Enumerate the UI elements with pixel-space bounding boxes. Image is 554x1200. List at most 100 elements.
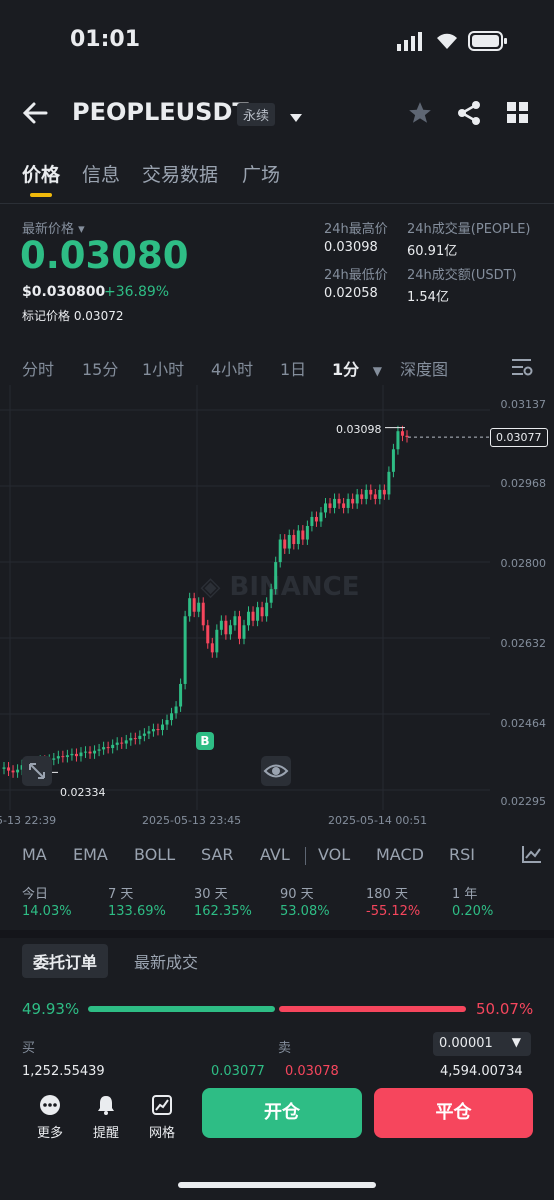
indicator-rsi[interactable]: RSI <box>449 845 475 864</box>
candle-body <box>120 742 124 744</box>
candle-body <box>7 767 11 771</box>
expand-chart-icon[interactable] <box>22 756 52 786</box>
indicator-ma[interactable]: MA <box>22 845 47 864</box>
y-tick: 0.02632 <box>500 637 547 650</box>
candle-body <box>382 489 386 495</box>
candle-body <box>111 744 115 749</box>
candle-body <box>296 530 300 545</box>
candle-body <box>256 607 260 621</box>
tab-recent-trades[interactable]: 最新成交 <box>134 953 199 972</box>
candle-body <box>310 516 314 526</box>
candle-body <box>251 611 255 621</box>
candle-body <box>219 620 223 630</box>
candle-body <box>133 738 137 740</box>
high-price-marker: 0.03098 <box>336 423 382 436</box>
symbol-dropdown-icon[interactable] <box>289 108 303 127</box>
timeframe-4h[interactable]: 4小时 <box>211 360 254 379</box>
star-icon[interactable] <box>407 100 433 130</box>
timeframe-depth[interactable]: 深度图 <box>400 360 449 379</box>
candle-body <box>79 752 83 757</box>
alert-label: 提醒 <box>92 1126 119 1141</box>
wifi-icon <box>434 31 460 55</box>
candle-body <box>405 435 409 438</box>
candle-body <box>138 735 142 740</box>
section-separator <box>0 930 554 938</box>
contract-tag: 永续 <box>237 103 276 126</box>
candle-body <box>287 535 291 549</box>
candle-body <box>314 516 318 522</box>
candle-body <box>151 729 155 732</box>
grid-button[interactable]: 网格 <box>142 1094 182 1141</box>
candle-body <box>88 751 92 754</box>
more-button[interactable]: 更多 <box>30 1094 70 1141</box>
battery-icon <box>468 30 508 56</box>
close-position-button[interactable]: 平仓 <box>374 1088 533 1138</box>
alert-button[interactable]: 提醒 <box>86 1094 126 1141</box>
candle-body <box>292 535 296 545</box>
share-icon[interactable] <box>456 100 482 130</box>
open-position-button[interactable]: 开仓 <box>202 1088 362 1138</box>
buy-marker[interactable]: B <box>196 732 214 750</box>
grid-trading-icon <box>152 1095 172 1115</box>
last-price-label[interactable]: 最新价格 ▾ <box>22 222 85 237</box>
indicator-vol[interactable]: VOL <box>318 845 351 864</box>
candle-body <box>197 602 201 612</box>
candle-body <box>274 562 278 590</box>
status-time: 01:01 <box>70 27 141 52</box>
candle-body <box>160 724 164 730</box>
candle-body <box>328 503 332 508</box>
indicator-ema[interactable]: EMA <box>73 845 108 864</box>
timeframe-line[interactable]: 分时 <box>22 360 55 379</box>
timeframe-1m[interactable]: 1分 ▼ <box>332 360 382 379</box>
candle-body <box>301 530 305 540</box>
usd-price: $0.030800 <box>22 284 106 300</box>
vol-24h-value: 60.91亿 <box>407 244 458 259</box>
timeframe-15m[interactable]: 15分 <box>82 360 119 379</box>
tab-info[interactable]: 信息 <box>82 164 121 186</box>
candle-body <box>265 602 269 617</box>
mark-price: 0.03072 <box>73 309 124 323</box>
timeframe-1h[interactable]: 1小时 <box>142 360 185 379</box>
chart-settings-icon[interactable] <box>511 357 533 381</box>
sell-column-label: 卖 <box>278 1041 292 1056</box>
sell-price: 0.03078 <box>285 1064 339 1079</box>
candle-body <box>391 449 395 472</box>
candle-body <box>355 494 359 504</box>
symbol-title[interactable]: PEOPLEUSDT <box>72 98 249 126</box>
current-price-tag: 0.03077 <box>490 428 548 447</box>
tab-square[interactable]: 广场 <box>242 164 281 186</box>
tab-price[interactable]: 价格 <box>22 164 61 186</box>
y-tick: 0.02295 <box>500 795 547 808</box>
tab-order-book[interactable]: 委托订单 <box>22 944 109 978</box>
candle-body <box>373 494 377 499</box>
candle-body <box>174 706 178 714</box>
indicator-macd[interactable]: MACD <box>376 845 424 864</box>
precision-select[interactable]: 0.00001 ▼ <box>433 1032 531 1056</box>
candle-body <box>224 620 228 635</box>
last-price: 0.03080 <box>20 234 189 277</box>
indicator-chart-icon[interactable] <box>522 845 542 867</box>
price-chart[interactable]: ◈ BINANCE <box>0 385 554 830</box>
grid-menu-icon[interactable] <box>507 102 529 128</box>
indicator-sar[interactable]: SAR <box>201 845 234 864</box>
candle-body <box>16 769 20 773</box>
tab-trading-data[interactable]: 交易数据 <box>142 164 219 186</box>
back-arrow-icon[interactable] <box>22 100 48 130</box>
candle-body <box>84 751 88 753</box>
grid-label: 网格 <box>148 1126 175 1141</box>
indicator-avl[interactable]: AVL <box>260 845 290 864</box>
tab-active-indicator <box>30 193 52 197</box>
perf-label: 7 天 <box>108 887 134 902</box>
candle-body <box>52 758 56 760</box>
eye-icon[interactable] <box>261 756 291 786</box>
candle-body <box>170 713 174 721</box>
indicator-boll[interactable]: BOLL <box>134 845 176 864</box>
x-tick: 5-13 22:39 <box>0 814 57 827</box>
perf-value: 53.08% <box>280 904 330 919</box>
candle-body <box>206 625 210 644</box>
candle-body <box>242 625 246 639</box>
sell-ratio-bar <box>279 1006 466 1012</box>
vol-24h-label: 24h成交量(PEOPLE) <box>407 222 531 237</box>
timeframe-1d[interactable]: 1日 <box>280 360 307 379</box>
candle-body <box>129 738 133 741</box>
